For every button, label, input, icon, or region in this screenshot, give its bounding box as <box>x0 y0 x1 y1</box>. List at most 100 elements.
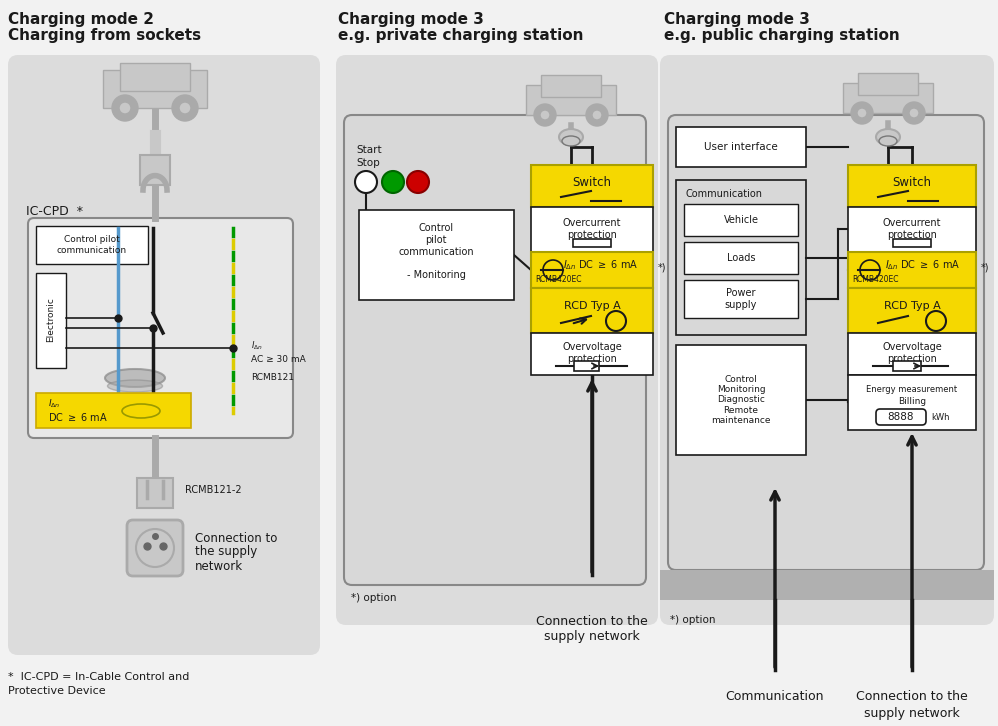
Bar <box>893 361 921 371</box>
Text: Charging mode 3: Charging mode 3 <box>664 12 809 27</box>
FancyBboxPatch shape <box>28 218 293 438</box>
FancyBboxPatch shape <box>876 409 926 425</box>
Text: AC ≥ 30 mA: AC ≥ 30 mA <box>251 356 305 364</box>
Bar <box>858 73 918 95</box>
Text: $I_{\Delta n}$: $I_{\Delta n}$ <box>251 340 262 352</box>
Text: Connection to the: Connection to the <box>856 690 968 703</box>
Circle shape <box>540 110 550 120</box>
Text: IC-CPD  *: IC-CPD * <box>26 205 83 218</box>
Text: supply network: supply network <box>864 707 960 720</box>
Text: Charging mode 3: Charging mode 3 <box>338 12 484 27</box>
Text: Switch: Switch <box>573 176 612 189</box>
Text: Control pilot
communication: Control pilot communication <box>57 235 127 255</box>
Circle shape <box>534 104 556 126</box>
Circle shape <box>355 171 377 193</box>
Bar <box>843 83 933 113</box>
Bar <box>684 242 798 274</box>
Bar <box>541 75 601 97</box>
Circle shape <box>909 108 919 118</box>
Text: RCMB121: RCMB121 <box>251 373 294 383</box>
Bar <box>848 288 976 333</box>
Ellipse shape <box>876 129 900 145</box>
Text: RCMB420EC: RCMB420EC <box>852 275 898 285</box>
Bar <box>848 333 976 375</box>
Bar <box>531 288 653 333</box>
Text: Overcurrent
protection: Overcurrent protection <box>563 219 621 240</box>
Text: - Monitoring: - Monitoring <box>406 270 465 280</box>
Text: Energy measurement: Energy measurement <box>866 385 957 393</box>
Ellipse shape <box>879 136 897 146</box>
Text: DC $\geq$ 6 mA: DC $\geq$ 6 mA <box>48 411 108 423</box>
Circle shape <box>136 529 174 567</box>
Bar <box>848 375 976 430</box>
Bar <box>676 180 806 335</box>
Text: Vehicle: Vehicle <box>724 215 758 225</box>
Circle shape <box>851 102 873 124</box>
Circle shape <box>543 260 563 280</box>
Ellipse shape <box>108 380 163 392</box>
Text: Stop: Stop <box>356 158 380 168</box>
FancyBboxPatch shape <box>668 115 984 570</box>
Text: *) option: *) option <box>351 593 396 603</box>
Text: Loads: Loads <box>727 253 755 263</box>
Text: Protective Device: Protective Device <box>8 686 106 696</box>
Bar <box>848 165 976 207</box>
Text: Communication: Communication <box>726 690 824 703</box>
Text: Start: Start <box>356 145 381 155</box>
FancyBboxPatch shape <box>660 55 994 625</box>
Text: Connection to the: Connection to the <box>536 615 648 628</box>
Text: *) option: *) option <box>670 615 716 625</box>
Text: Connection to: Connection to <box>195 531 277 544</box>
Circle shape <box>172 95 198 121</box>
Text: RCD Typ A: RCD Typ A <box>564 301 621 311</box>
Text: Electronic: Electronic <box>47 298 56 343</box>
Text: e.g. private charging station: e.g. private charging station <box>338 28 584 43</box>
Bar <box>531 252 653 288</box>
FancyBboxPatch shape <box>336 55 658 625</box>
Text: Billing: Billing <box>898 396 926 406</box>
Text: 8888: 8888 <box>888 412 914 422</box>
Text: $I_{\Delta n}$ DC $\geq$ 6 mA: $I_{\Delta n}$ DC $\geq$ 6 mA <box>885 258 960 272</box>
Ellipse shape <box>559 129 583 145</box>
Text: Control
pilot
communication: Control pilot communication <box>398 224 474 256</box>
FancyBboxPatch shape <box>8 55 320 655</box>
Circle shape <box>857 108 867 118</box>
Bar <box>684 280 798 318</box>
Text: the supply: the supply <box>195 545 257 558</box>
Ellipse shape <box>122 404 160 418</box>
Circle shape <box>926 311 946 331</box>
Circle shape <box>606 311 626 331</box>
Bar <box>531 333 653 375</box>
Bar <box>848 207 976 252</box>
Bar <box>893 239 931 247</box>
Text: Charging from sockets: Charging from sockets <box>8 28 202 43</box>
Bar <box>120 63 190 91</box>
Circle shape <box>407 171 429 193</box>
Text: $I_{\Delta n}$: $I_{\Delta n}$ <box>48 398 61 410</box>
Bar <box>660 570 994 600</box>
Bar <box>574 361 599 371</box>
Text: Switch: Switch <box>892 176 931 189</box>
Text: Communication: Communication <box>686 189 763 199</box>
Circle shape <box>179 102 191 114</box>
Circle shape <box>586 104 608 126</box>
Text: Control
Monitoring
Diagnostic
Remote
maintenance: Control Monitoring Diagnostic Remote mai… <box>712 375 770 425</box>
Bar <box>140 155 170 185</box>
Circle shape <box>592 110 602 120</box>
Text: User interface: User interface <box>705 142 777 152</box>
Ellipse shape <box>105 369 165 387</box>
Circle shape <box>903 102 925 124</box>
Text: *): *) <box>658 262 667 272</box>
Text: network: network <box>195 560 244 573</box>
Text: $I_{\Delta n}$ DC $\geq$ 6 mA: $I_{\Delta n}$ DC $\geq$ 6 mA <box>564 258 639 272</box>
Bar <box>359 210 514 300</box>
Bar <box>676 127 806 167</box>
Text: e.g. public charging station: e.g. public charging station <box>664 28 900 43</box>
Circle shape <box>860 260 880 280</box>
Bar <box>684 204 798 236</box>
Bar <box>526 85 616 115</box>
Bar <box>36 393 191 428</box>
Circle shape <box>112 95 138 121</box>
Text: Power
supply: Power supply <box>725 288 757 310</box>
Text: kWh: kWh <box>931 412 949 422</box>
